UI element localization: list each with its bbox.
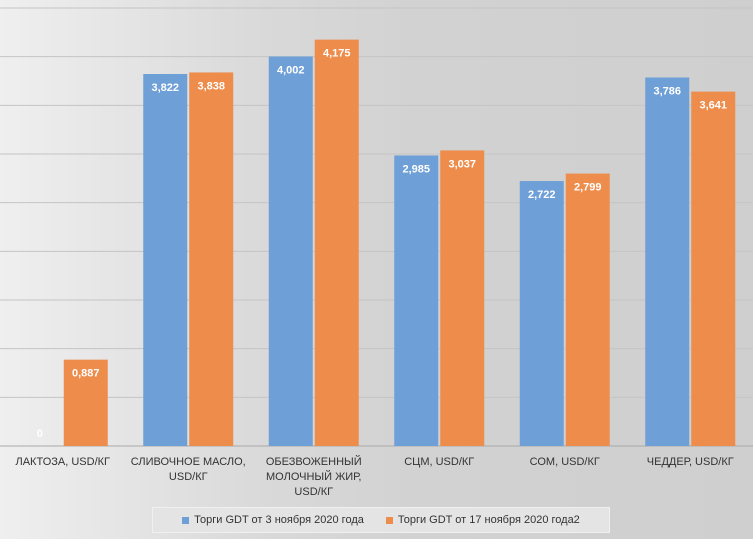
bar-series-2 <box>189 72 234 447</box>
category-label: СОМ, USD/КГ <box>530 456 600 468</box>
category-label: ОБЕЗВОЖЕННЫЙ <box>266 455 362 468</box>
category-label: СЦМ, USD/КГ <box>404 456 474 468</box>
data-label: 3,037 <box>448 158 476 170</box>
bar-series-1 <box>268 56 313 447</box>
bar-series-1 <box>394 155 439 446</box>
data-label: 4,002 <box>277 64 305 76</box>
category-label: USD/КГ <box>294 486 333 498</box>
legend-label-series-2: Торги GDT от 17 ноября 2020 года2 <box>397 514 580 526</box>
legend-swatch-series-2 <box>385 516 393 524</box>
data-label: 3,822 <box>151 82 179 94</box>
data-label: 2,799 <box>574 182 602 194</box>
data-label: 3,641 <box>699 100 727 112</box>
bar-series-2 <box>440 150 485 446</box>
legend-label-series-1: Торги GDT от 3 ноября 2020 года <box>194 514 364 526</box>
category-label: ЧЕДДЕР, USD/КГ <box>647 456 734 468</box>
category-label: МОЛОЧНЫЙ ЖИР, <box>266 470 361 483</box>
category-label: USD/КГ <box>169 471 208 483</box>
legend-swatch-series-1 <box>182 516 190 524</box>
bar-series-2 <box>314 39 359 447</box>
legend-item-series-2: Торги GDT от 17 ноября 2020 года2 <box>385 514 580 526</box>
bar-series-2 <box>691 91 736 446</box>
legend-item-series-1: Торги GDT от 3 ноября 2020 года <box>182 514 364 526</box>
category-label: ЛАКТОЗА, USD/КГ <box>16 456 111 468</box>
bar-series-1 <box>143 73 188 446</box>
data-label: 3,786 <box>653 85 681 97</box>
data-label: 0 <box>37 428 43 440</box>
legend: Торги GDT от 3 ноября 2020 года Торги GD… <box>152 507 610 533</box>
bar-series-2 <box>63 359 108 446</box>
category-label: СЛИВОЧНОЕ МАСЛО, <box>131 456 246 468</box>
data-label: 3,838 <box>197 80 225 92</box>
data-label: 4,175 <box>323 48 351 60</box>
bar-series-1 <box>519 181 564 447</box>
data-label: 2,722 <box>528 189 556 201</box>
bar-series-2 <box>565 173 610 446</box>
data-label: 2,985 <box>402 163 430 175</box>
data-label: 0,887 <box>72 368 100 380</box>
bar-series-1 <box>645 77 690 446</box>
